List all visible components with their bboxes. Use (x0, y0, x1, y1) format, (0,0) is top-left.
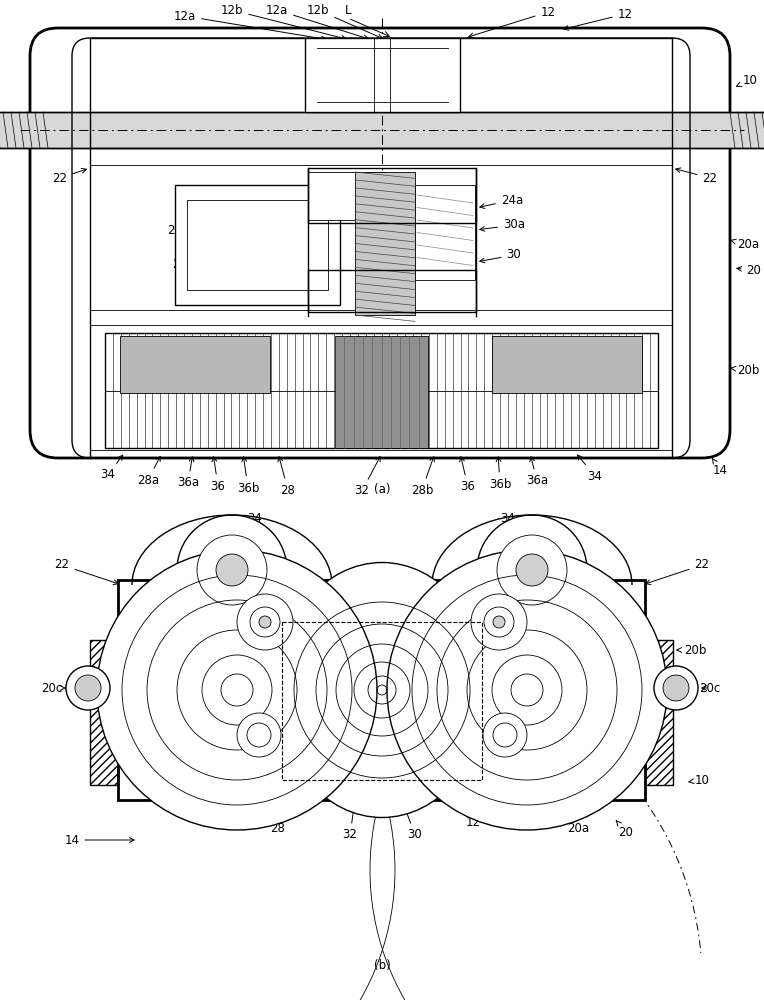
Bar (120, 336, 270, 393)
Text: 30a: 30a (480, 219, 525, 232)
Circle shape (75, 675, 101, 701)
Circle shape (654, 666, 698, 710)
Bar (492, 336, 642, 393)
Text: 28b: 28b (411, 457, 435, 496)
Circle shape (237, 594, 293, 650)
Circle shape (216, 554, 248, 586)
Text: 12: 12 (564, 7, 633, 30)
Bar (415, 185, 475, 280)
Text: 10: 10 (689, 774, 710, 786)
Circle shape (97, 550, 377, 830)
Ellipse shape (277, 562, 487, 818)
Bar (308, 270, 476, 312)
Circle shape (663, 675, 689, 701)
Circle shape (493, 616, 505, 628)
Text: 34: 34 (235, 512, 263, 526)
Text: (a): (a) (374, 484, 390, 496)
Text: 36a: 36a (526, 457, 548, 488)
Circle shape (477, 515, 587, 625)
Text: 28a: 28a (137, 456, 160, 487)
Circle shape (483, 713, 527, 757)
Text: (b): (b) (374, 958, 390, 972)
Text: 22: 22 (53, 168, 86, 184)
Text: 20a: 20a (731, 238, 759, 251)
Text: 36b: 36b (237, 457, 259, 494)
Bar (105, 333, 658, 448)
Text: 20a: 20a (564, 803, 589, 834)
Text: 36: 36 (211, 457, 225, 492)
Circle shape (471, 594, 527, 650)
Text: 36a: 36a (509, 740, 551, 774)
FancyBboxPatch shape (30, 28, 730, 458)
Text: 12a: 12a (266, 3, 368, 40)
Bar (308, 172, 385, 220)
Text: 22: 22 (675, 168, 717, 184)
Bar (187, 200, 328, 290)
Circle shape (66, 666, 110, 710)
Bar (0, 112, 764, 148)
Text: 36: 36 (604, 654, 633, 687)
Text: 28: 28 (278, 457, 296, 496)
Circle shape (197, 535, 267, 605)
Text: 14: 14 (712, 458, 727, 477)
Text: 32: 32 (342, 804, 358, 842)
Circle shape (497, 535, 567, 605)
Text: 28b: 28b (207, 802, 239, 824)
Text: 14: 14 (64, 834, 134, 846)
Bar (310, 185, 340, 205)
Text: 36b: 36b (481, 611, 503, 624)
Circle shape (259, 616, 271, 628)
Text: 32: 32 (354, 456, 380, 497)
Text: 10: 10 (736, 74, 757, 87)
Text: 34: 34 (500, 512, 529, 526)
Text: 20b: 20b (677, 644, 706, 656)
Text: 34: 34 (578, 455, 603, 483)
Text: 36: 36 (108, 654, 159, 688)
Circle shape (237, 713, 281, 757)
Text: 36: 36 (460, 457, 475, 493)
Text: L: L (345, 3, 351, 16)
Text: 12a: 12a (174, 9, 326, 41)
Bar (335, 336, 428, 448)
Text: 20c: 20c (699, 682, 720, 694)
Text: 36a: 36a (177, 457, 199, 489)
Text: 36b: 36b (489, 457, 511, 490)
Text: 24a: 24a (480, 194, 523, 208)
Bar (308, 168, 476, 223)
Bar (90, 640, 118, 785)
Circle shape (387, 550, 667, 830)
Text: 24: 24 (167, 224, 186, 247)
Text: 12: 12 (464, 803, 481, 828)
Text: 22: 22 (54, 558, 118, 585)
Text: 30: 30 (480, 248, 521, 263)
Text: 20: 20 (736, 263, 762, 276)
Text: 26: 26 (173, 258, 187, 274)
Circle shape (177, 515, 287, 625)
Text: 36b: 36b (162, 735, 232, 748)
Bar (355, 172, 415, 315)
Text: 12b: 12b (307, 3, 383, 39)
Bar (118, 580, 645, 800)
Text: 22: 22 (646, 558, 710, 585)
Text: 30: 30 (403, 804, 422, 842)
Text: 34: 34 (101, 455, 123, 482)
Text: 28: 28 (269, 804, 286, 834)
Text: 20c: 20c (41, 682, 66, 694)
Bar (645, 640, 673, 785)
Text: 36a: 36a (121, 611, 196, 640)
Text: 20b: 20b (731, 363, 759, 376)
Bar (175, 185, 340, 305)
Circle shape (516, 554, 548, 586)
Text: 12b: 12b (221, 3, 346, 40)
Text: 20: 20 (617, 821, 633, 838)
Bar (305, 38, 460, 112)
Text: 12: 12 (468, 5, 555, 38)
